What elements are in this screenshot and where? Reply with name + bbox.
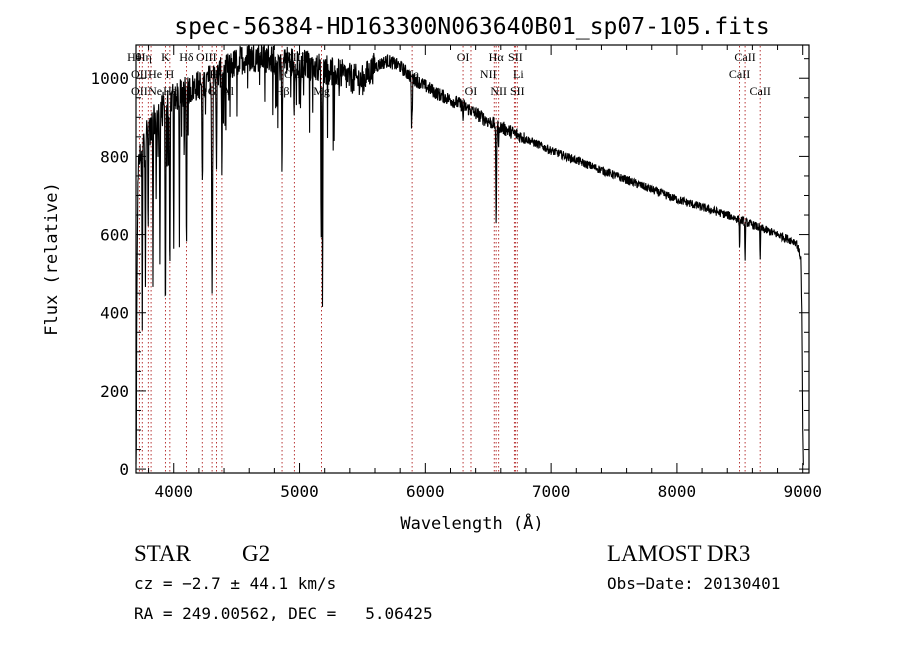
spectral-line-label: SII	[508, 50, 523, 64]
y-tick-label: 0	[119, 460, 129, 479]
spectral-line-label: NII	[480, 67, 497, 81]
y-axis-label: Flux (relative)	[42, 182, 62, 336]
x-tick-label: 4000	[154, 482, 193, 501]
spectral-line-label: SII	[510, 84, 525, 98]
plot-frame	[135, 44, 810, 474]
spectral-line-label: CaII	[734, 50, 755, 64]
spectral-line-label: CaII	[750, 84, 771, 98]
y-tick-label: 200	[100, 382, 129, 401]
object-subclass-label: G2	[242, 541, 270, 566]
spectral-line-label: Li	[513, 67, 524, 81]
x-axis: 4000 5000 6000 7000 8000 9000	[148, 45, 822, 501]
x-tick-label: 9000	[783, 482, 822, 501]
spectral-line-label: Hθ	[127, 50, 142, 64]
spectral-line-label: OIII	[196, 50, 217, 64]
y-axis: 0 200 400 600 800 1000	[90, 58, 809, 479]
spectral-line-label: OII	[131, 67, 148, 81]
flux-series-line	[135, 44, 804, 466]
y-tick-label: 400	[100, 304, 129, 323]
obs-date-text: Obs−Date: 20130401	[607, 574, 780, 593]
spectral-line-label: NII	[490, 84, 507, 98]
coordinates-text: RA = 249.00562, DEC = 5.06425	[134, 604, 433, 623]
spectral-line-label: Hδ	[179, 50, 194, 64]
y-tick-label: 1000	[90, 69, 129, 88]
spectral-line-label: OII	[131, 84, 148, 98]
x-tick-label: 7000	[532, 482, 571, 501]
spectral-line-label: K	[161, 50, 170, 64]
y-tick-label: 800	[100, 147, 129, 166]
chart-title: spec-56384-HD163300N063640B01_sp07-105.f…	[174, 14, 769, 40]
spectral-line-label: Hη	[137, 50, 152, 64]
x-tick-label: 6000	[406, 482, 445, 501]
spectral-line-label: G	[208, 84, 217, 98]
spectral-line-label: He	[148, 67, 162, 81]
redshift-text: cz = −2.7 ± 44.1 km/s	[134, 574, 336, 593]
spectral-line-label: CaII	[729, 67, 750, 81]
x-tick-label: 5000	[280, 482, 319, 501]
spectral-line-label: Ne	[148, 84, 162, 98]
spectral-line-label: Mg	[313, 84, 330, 98]
x-axis-label: Wavelength (Å)	[400, 512, 543, 534]
y-tick-label: 600	[100, 226, 129, 245]
spectral-line-label: H	[166, 67, 175, 81]
survey-label: LAMOST DR3	[607, 541, 750, 566]
spectral-line-label: OI	[457, 50, 470, 64]
spectral-line-label: Hα	[489, 50, 505, 64]
x-tick-label: 8000	[658, 482, 697, 501]
spectral-line-markers	[138, 46, 761, 472]
object-class-label: STAR	[134, 541, 192, 566]
spectral-line-label: OI	[465, 84, 478, 98]
